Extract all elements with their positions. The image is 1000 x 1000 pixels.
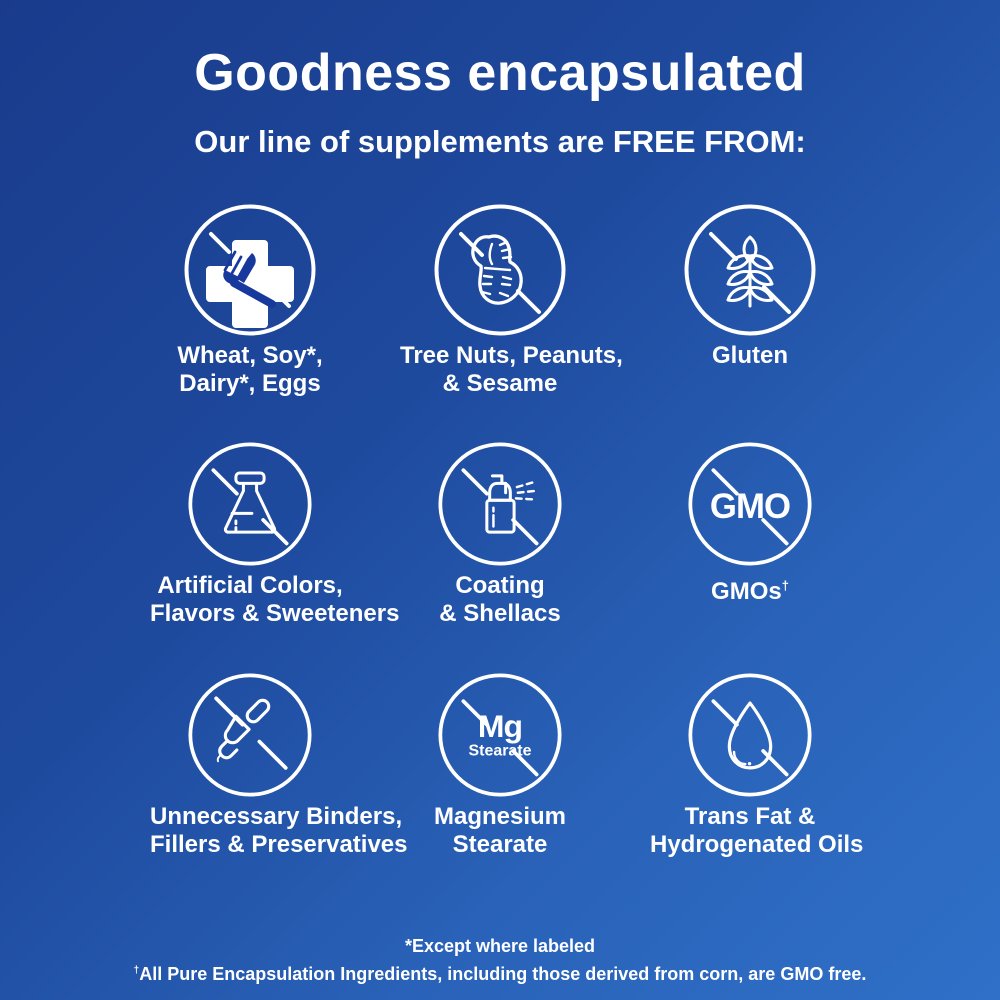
svg-text:Stearate: Stearate	[469, 743, 532, 760]
svg-text:GMO: GMO	[710, 488, 790, 526]
svg-text:Mg: Mg	[478, 708, 522, 744]
